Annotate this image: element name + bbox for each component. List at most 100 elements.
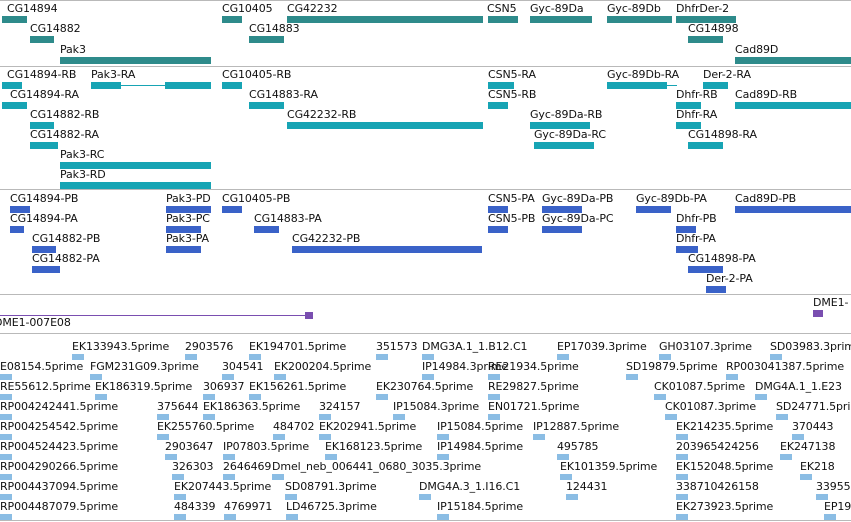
protein-label[interactable]: Pak3-PA [166,232,209,245]
protein-bar[interactable] [735,206,851,213]
est-feature[interactable] [488,374,500,380]
protein-bar[interactable] [166,226,201,233]
est-label[interactable]: DMG3A.1_1.B12.C1 [422,340,528,353]
est-feature[interactable] [376,394,388,400]
protein-label[interactable]: Gyc-89Da-PB [542,192,614,205]
gene-bar[interactable] [607,16,672,23]
est-feature[interactable] [0,374,12,380]
insertion-label[interactable]: DME1-007E08 [0,316,71,329]
est-feature[interactable] [755,394,767,400]
est-feature[interactable] [488,394,500,400]
est-feature[interactable] [665,414,677,420]
est-label[interactable]: EK214235.5prime [676,420,774,433]
est-label[interactable]: EK273923.5prime [676,500,774,513]
est-label[interactable]: 326303 [172,460,214,473]
gene-bar[interactable] [249,36,284,43]
est-feature[interactable] [249,394,261,400]
est-label[interactable]: EK152048.5prime [676,460,774,473]
insertion-marker[interactable] [305,312,313,319]
transcript-label[interactable]: CG42232-RB [287,108,357,121]
gene-bar[interactable] [676,16,736,23]
protein-bar[interactable] [166,246,201,253]
est-feature[interactable] [286,514,298,520]
gene-label[interactable]: Cad89D [735,43,779,56]
est-label[interactable]: E08154.5prime [0,360,84,373]
transcript-bar[interactable] [287,122,483,129]
est-label[interactable]: RP004437094.5prime [0,480,119,493]
transcript-bar[interactable] [222,82,242,89]
est-label[interactable]: EK218 [800,460,835,473]
gene-bar[interactable] [287,16,483,23]
est-feature[interactable] [157,414,169,420]
est-feature[interactable] [172,474,184,480]
est-feature[interactable] [376,354,388,360]
est-label[interactable]: EK255760.5prime [157,420,255,433]
est-feature[interactable] [319,414,331,420]
gene-bar[interactable] [735,57,851,64]
transcript-label[interactable]: CG14894-RB [7,68,77,81]
transcript-label[interactable]: Der-2-RA [703,68,751,81]
est-label[interactable]: RE29827.5prime [488,380,579,393]
transcript-bar[interactable] [2,82,22,89]
est-feature[interactable] [0,474,12,480]
est-label[interactable]: SD19879.5prime [626,360,718,373]
est-feature[interactable] [824,514,836,520]
insertion-marker[interactable] [813,310,823,317]
est-label[interactable]: 338710426158 [676,480,759,493]
protein-label[interactable]: CG14894-PB [10,192,79,205]
est-feature[interactable] [0,414,12,420]
protein-bar[interactable] [676,246,698,253]
est-feature[interactable] [676,494,688,500]
est-label[interactable]: EK200204.5prime [274,360,372,373]
gene-bar[interactable] [60,57,211,64]
transcript-bar[interactable] [676,102,701,109]
transcript-bar[interactable] [676,122,701,129]
protein-label[interactable]: CG14894-PA [10,212,78,225]
transcript-bar[interactable] [688,142,723,149]
protein-bar[interactable] [32,246,56,253]
est-feature[interactable] [437,434,449,440]
gene-label[interactable]: CG42232 [287,2,338,15]
est-label[interactable]: EK156261.5prime [249,380,347,393]
est-feature[interactable] [174,514,186,520]
protein-bar[interactable] [10,206,30,213]
gene-label[interactable]: CG14882 [30,22,81,35]
protein-bar[interactable] [688,266,723,273]
est-label[interactable]: RP004254542.5prime [0,420,119,433]
est-label[interactable]: EP19 [824,500,851,513]
protein-bar[interactable] [488,226,508,233]
est-feature[interactable] [676,474,688,480]
transcript-label[interactable]: CG14894-RA [10,88,79,101]
transcript-label[interactable]: CG14898-RA [688,128,757,141]
est-feature[interactable] [488,414,500,420]
est-feature[interactable] [157,434,169,440]
protein-label[interactable]: CSN5-PB [488,212,536,225]
est-feature[interactable] [165,454,177,460]
protein-label[interactable]: Dhfr-PB [676,212,717,225]
gene-label[interactable]: Gyc-89Da [530,2,584,15]
est-label[interactable]: EK194701.5prime [249,340,347,353]
est-feature[interactable] [776,414,788,420]
protein-label[interactable]: Gyc-89Db-PA [636,192,707,205]
protein-label[interactable]: CG10405-PB [222,192,291,205]
est-label[interactable]: EK101359.5prime [560,460,658,473]
protein-label[interactable]: CG14898-PA [688,252,756,265]
protein-label[interactable]: Cad89D-PB [735,192,797,205]
transcript-bar[interactable] [703,82,728,89]
protein-label[interactable]: CG14882-PA [32,252,100,265]
est-label[interactable]: IP15084.3prime [393,400,480,413]
gene-label[interactable]: CG14894 [7,2,58,15]
protein-bar[interactable] [676,226,696,233]
est-feature[interactable] [72,354,84,360]
est-feature[interactable] [285,494,297,500]
est-feature[interactable] [437,514,449,520]
transcript-bar[interactable] [488,82,514,89]
est-feature[interactable] [0,514,12,520]
est-label[interactable]: GH03107.3prime [659,340,752,353]
gene-label[interactable]: CG10405 [222,2,273,15]
est-label[interactable]: IP15084.5prime [437,420,524,433]
gene-bar[interactable] [488,16,518,23]
est-label[interactable]: LD46725.3prime [286,500,377,513]
transcript-bar[interactable] [735,102,851,109]
transcript-label[interactable]: Pak3-RC [60,148,105,161]
